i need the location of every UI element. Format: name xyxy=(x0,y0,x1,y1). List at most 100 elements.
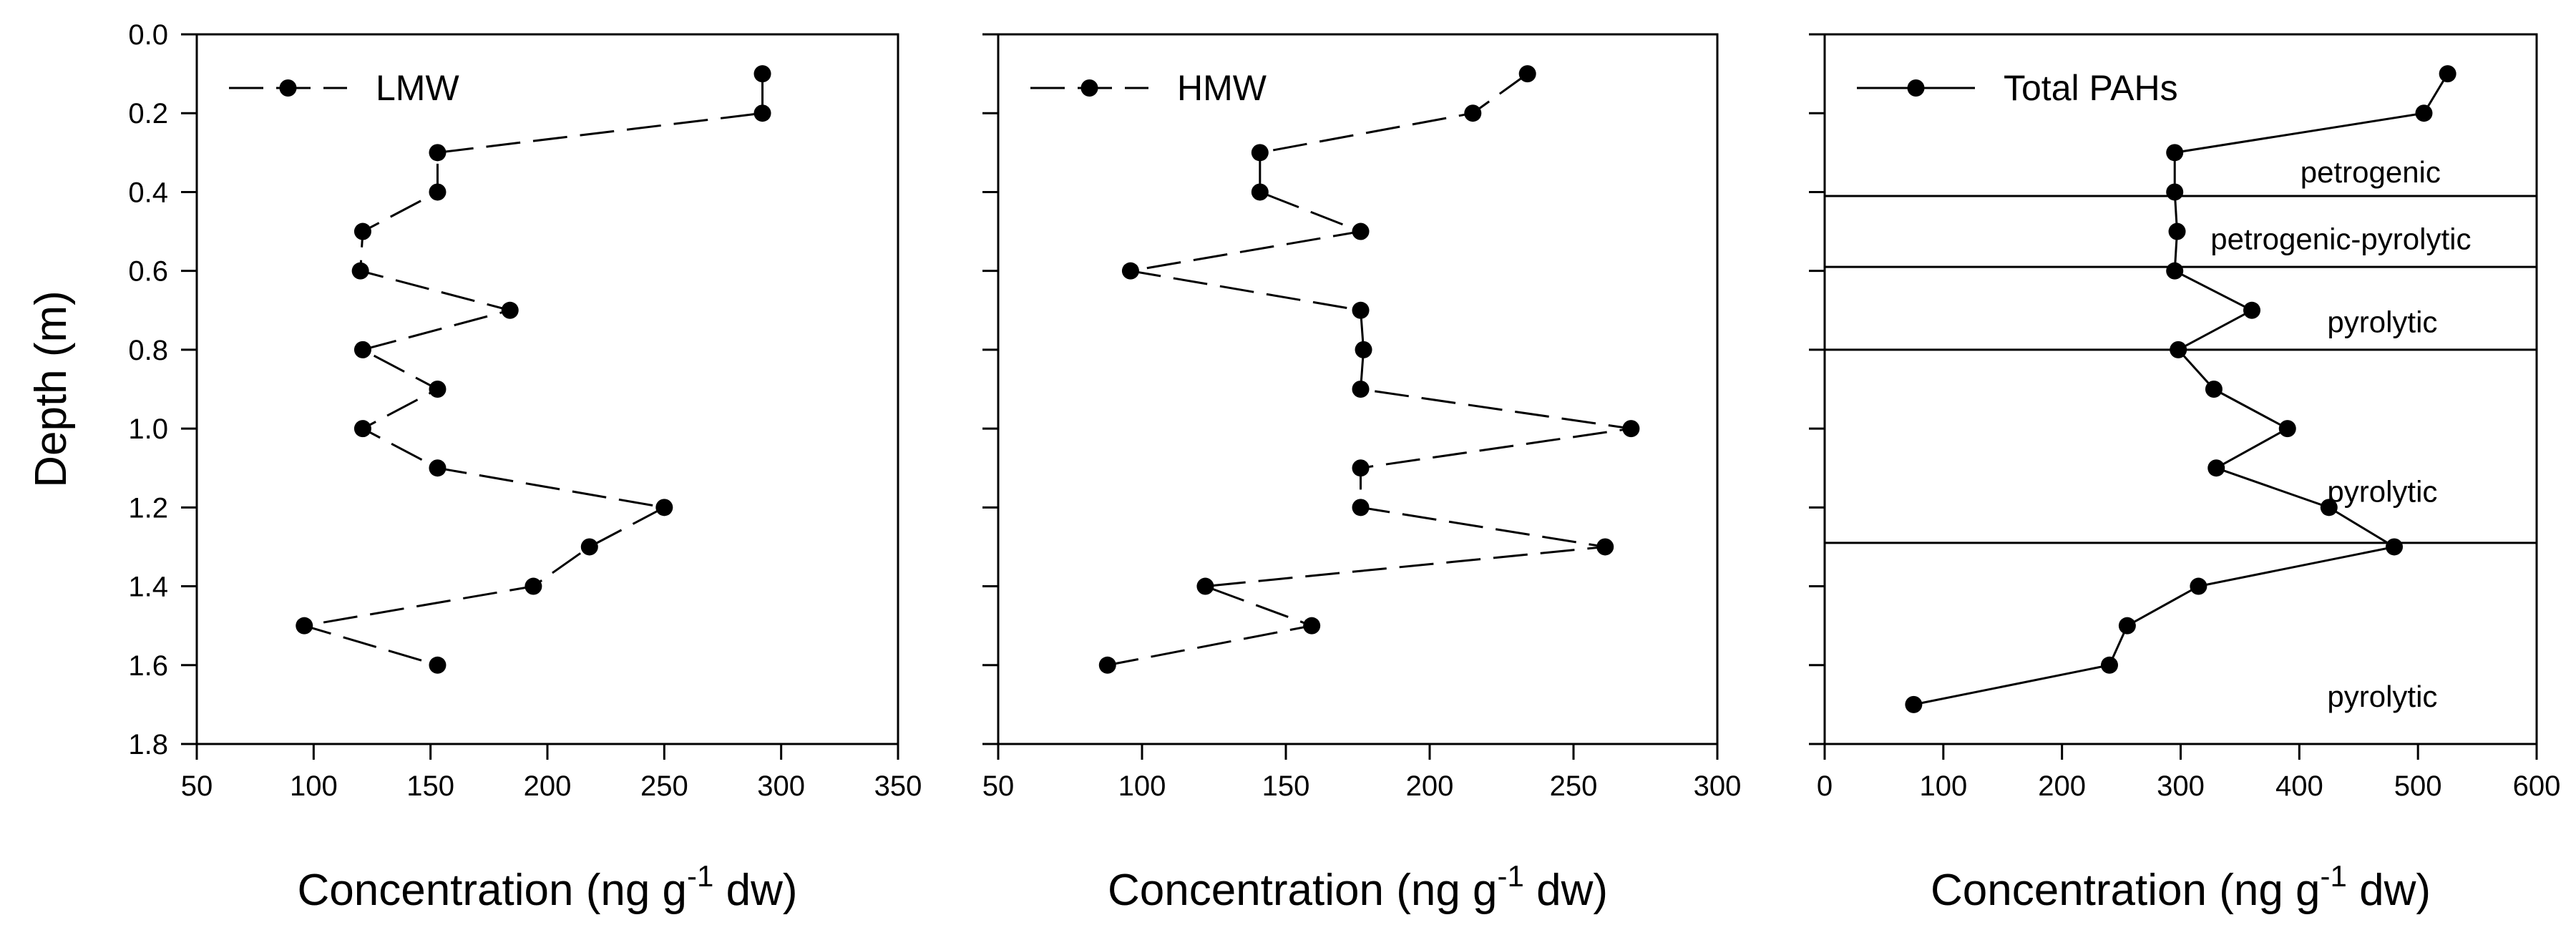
x-axis-title-sup: -1 xyxy=(1498,859,1524,893)
data-point xyxy=(580,538,598,556)
x-tick-label: 150 xyxy=(1262,770,1310,802)
zone-label: pyrolytic xyxy=(2327,680,2437,713)
data-point xyxy=(1596,538,1614,556)
data-point xyxy=(429,183,447,201)
x-tick-label: 300 xyxy=(2157,770,2205,802)
data-point xyxy=(429,144,447,162)
plot-frame xyxy=(1823,33,2538,745)
data-point xyxy=(2118,617,2136,635)
x-axis-title-tail: dw) xyxy=(713,866,797,915)
data-point xyxy=(1352,381,1370,398)
zone-label: pyrolytic xyxy=(2327,474,2437,508)
x-tick-label: 300 xyxy=(757,770,805,802)
hmw-panel: 50 100 150 200 250 300 Concentration (ng g-1 d… xyxy=(982,33,1742,915)
x-axis-title: Concentration (ng g-1 dw) xyxy=(297,859,797,915)
data-point xyxy=(1196,577,1214,595)
data-point xyxy=(1464,104,1482,122)
data-point xyxy=(1251,183,1269,201)
data-point xyxy=(429,459,447,477)
y-tick-label: 1.4 xyxy=(128,572,168,603)
data-point xyxy=(1355,341,1372,358)
legend-label: HMW xyxy=(1177,68,1267,108)
y-tick-label: 0.0 xyxy=(128,19,168,51)
data-point xyxy=(1905,695,1923,713)
x-tick-label: 200 xyxy=(1406,770,1454,802)
series-line xyxy=(1107,72,1631,667)
data-point xyxy=(525,577,542,595)
data-point xyxy=(655,499,673,516)
lmw-panel: 0.0 0.2 0.4 0.6 0.8 1.0 1.2 1.4 1.6 1.8 50 100 150 20… xyxy=(26,19,922,915)
data-point xyxy=(2415,104,2433,122)
data-point xyxy=(2207,459,2225,477)
data-point xyxy=(429,656,447,674)
x-axis-title-tail: dw) xyxy=(2347,866,2431,915)
y-tick-label: 1.6 xyxy=(128,650,168,682)
x-tick-label: 500 xyxy=(2394,770,2442,802)
data-point xyxy=(2205,381,2223,398)
x-axis-title: Concentration (ng g-1 dw) xyxy=(1108,859,1608,915)
data-point xyxy=(2320,499,2338,516)
x-tick-label: 100 xyxy=(1919,770,1967,802)
x-tick-label: 350 xyxy=(874,770,922,802)
x-axis-title: Concentration (ng g-1 dw) xyxy=(1931,859,2431,915)
data-point xyxy=(1098,656,1116,674)
x-tick-label: 600 xyxy=(2513,770,2561,802)
y-tick-label: 1.2 xyxy=(128,492,168,524)
plot-frame xyxy=(195,33,899,745)
x-axis-title-sup: -1 xyxy=(687,859,713,893)
data-point xyxy=(351,262,369,280)
data-point xyxy=(1352,301,1370,319)
x-tick-label: 250 xyxy=(1550,770,1598,802)
data-point xyxy=(1622,420,1640,438)
x-axis-title-main: Concentration (ng g xyxy=(297,866,687,915)
data-point xyxy=(353,222,371,240)
data-point xyxy=(2439,65,2457,83)
legend-marker xyxy=(279,79,297,97)
x-axis-title-main: Concentration (ng g xyxy=(1108,866,1498,915)
y-tick-label: 0.4 xyxy=(128,177,168,208)
data-point xyxy=(2166,183,2184,201)
legend-marker xyxy=(1907,79,1925,97)
data-point xyxy=(1352,459,1370,477)
legend-label: LMW xyxy=(376,68,459,108)
data-point xyxy=(2170,341,2187,358)
y-tick-label: 0.6 xyxy=(128,256,168,288)
data-point xyxy=(2278,420,2296,438)
x-axis-title-sup: -1 xyxy=(2321,859,2347,893)
total-pahs-panel: 0 100 200 300 400 500 600 Concentration (ng g-1… xyxy=(1809,33,2561,915)
zone-label: pyrolytic xyxy=(2327,305,2437,338)
data-point xyxy=(753,104,771,122)
data-point xyxy=(353,420,371,438)
x-tick-label: 300 xyxy=(1694,770,1742,802)
data-point xyxy=(2101,656,2118,674)
y-tick-label: 0.8 xyxy=(128,335,168,366)
x-tick-label: 50 xyxy=(181,770,213,802)
data-point xyxy=(2243,301,2260,319)
data-point xyxy=(296,617,313,635)
zone-label: petrogenic xyxy=(2301,155,2441,189)
legend-label: Total PAHs xyxy=(2004,68,2178,108)
series-line xyxy=(303,74,764,667)
y-tick-label: 0.2 xyxy=(128,98,168,129)
legend-marker xyxy=(1080,79,1098,97)
data-point xyxy=(753,65,771,83)
x-axis-title-tail: dw) xyxy=(1524,866,1608,915)
x-tick-label: 150 xyxy=(406,770,454,802)
y-axis-title: Depth (m) xyxy=(26,290,76,488)
data-point xyxy=(501,301,519,319)
plot-frame xyxy=(997,33,1719,745)
y-tick-label: 1.8 xyxy=(128,729,168,760)
x-tick-label: 0 xyxy=(1817,770,1833,802)
data-point xyxy=(2166,144,2184,162)
x-tick-label: 400 xyxy=(2275,770,2323,802)
x-tick-label: 50 xyxy=(982,770,1015,802)
y-tick-label: 1.0 xyxy=(128,413,168,445)
x-axis-title-main: Concentration (ng g xyxy=(1931,866,2321,915)
x-tick-label: 100 xyxy=(1118,770,1166,802)
data-point xyxy=(1121,262,1139,280)
data-point xyxy=(1352,222,1370,240)
data-point xyxy=(2166,262,2184,280)
x-tick-label: 200 xyxy=(524,770,572,802)
data-point xyxy=(2386,538,2403,556)
x-tick-label: 200 xyxy=(2038,770,2086,802)
